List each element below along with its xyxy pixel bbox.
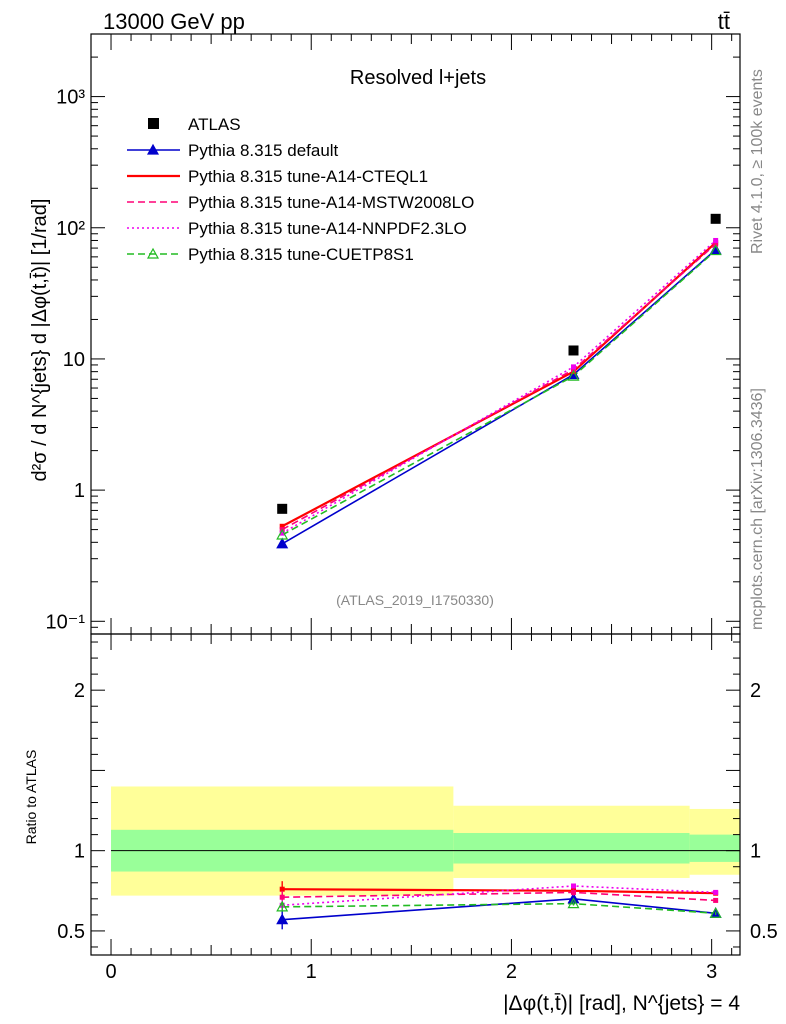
ratio-point-4-1 <box>567 897 580 909</box>
data-point-4-2 <box>713 237 719 243</box>
y-tick-label: 10² <box>56 218 85 240</box>
data-point-atlas-2 <box>710 213 721 224</box>
ratio-point-2-1 <box>571 889 577 895</box>
series-line-3 <box>281 243 717 531</box>
uncertainty-band-inner-1 <box>453 833 690 864</box>
legend-label-0: ATLAS <box>188 115 241 134</box>
legend-label-1: Pythia 8.315 default <box>188 141 339 160</box>
data-point-1-0 <box>276 537 289 549</box>
y-tick-label: 10³ <box>56 87 85 109</box>
ratio-y-tick-label-right: 2 <box>750 680 761 702</box>
header-left: 13000 GeV pp <box>103 9 245 34</box>
x-tick-label: 0 <box>105 961 116 983</box>
ratio-y-tick-label-right: 1 <box>750 841 761 863</box>
y-tick-label: 10 <box>63 349 85 371</box>
legend-label-3: Pythia 8.315 tune-A14-MSTW2008LO <box>188 193 474 212</box>
analysis-id: (ATLAS_2019_I1750330) <box>336 592 494 608</box>
ratio-point-3-1 <box>571 883 577 889</box>
ratio-y-tick-label: 0.5 <box>57 921 85 943</box>
x-tick-label: 3 <box>706 961 717 983</box>
legend: ATLAS Pythia 8.315 default Pythia 8.315 tu… <box>127 115 474 264</box>
ratio-ylabel: Ratio to ATLAS <box>23 750 39 845</box>
y-tick-label: 1 <box>74 480 85 502</box>
mcplots-label: mcplots.cern.ch [arXiv:1306.3436] <box>749 388 766 630</box>
data-point-2-0 <box>279 523 285 529</box>
ratio-frame <box>90 633 741 956</box>
header-right: tt̄ <box>718 9 730 34</box>
legend-marker-5 <box>146 247 160 259</box>
data-point-4-1 <box>571 364 577 370</box>
main-ylabel: d²σ / d N^{jets} d |Δφ(t,t̄)| [1/rad] <box>29 199 51 482</box>
ratio-xlabel: |Δφ(t,t̄)| [rad], N^{jets} = 4 <box>503 992 740 1015</box>
ratio-point-4-0 <box>276 900 289 912</box>
ratio-y-tick-label: 2 <box>74 680 85 702</box>
rivet-label: Rivet 4.1.0, ≥ 100k events <box>749 69 766 254</box>
data-point-5-1 <box>567 369 580 381</box>
ratio-y-tick-label-right: 0.5 <box>750 921 778 943</box>
legend-marker-1 <box>146 143 160 155</box>
series-line-4 <box>281 239 717 534</box>
main-title: Resolved l+jets <box>350 67 486 89</box>
legend-label-4: Pythia 8.315 tune-A14-NNPDF2.3LO <box>188 219 467 238</box>
axes-frames <box>90 33 741 956</box>
ratio-point-2-0 <box>279 894 285 900</box>
data-point-5-0 <box>276 528 289 540</box>
legend-label-5: Pythia 8.315 tune-CUETP8S1 <box>188 245 414 264</box>
series-markers <box>276 213 722 930</box>
uncertainty-band-inner-2 <box>689 834 740 862</box>
data-point-4-0 <box>279 530 285 536</box>
ratio-bands <box>111 786 740 896</box>
legend-marker-0 <box>148 118 159 129</box>
data-point-atlas-0 <box>277 503 288 514</box>
x-tick-label: 2 <box>506 961 517 983</box>
data-point-3-1 <box>571 367 577 373</box>
ratio-line-4 <box>282 902 716 915</box>
data-point-5-2 <box>709 244 722 256</box>
axis-ticks: 10⁻¹ 1 10 10² 10³ 0.5 0.5 1 1 2 2 0 1 2 3 <box>46 33 778 983</box>
ratio-point-3-2 <box>713 889 719 895</box>
ratio-point-2-2 <box>713 897 719 903</box>
x-tick-label: 1 <box>306 961 317 983</box>
data-point-3-2 <box>713 241 719 247</box>
series-line-2 <box>281 241 717 528</box>
ratio-point-4-2 <box>709 907 722 918</box>
data-point-atlas-1 <box>568 345 579 356</box>
ratio-point-0-0 <box>276 913 289 925</box>
ratio-point-1-0 <box>279 886 285 892</box>
series-line-1 <box>281 249 717 545</box>
y-tick-label: 10⁻¹ <box>46 611 86 633</box>
legend-label-2: Pythia 8.315 tune-A14-CTEQL1 <box>188 167 428 186</box>
labels: 13000 GeV pp tt̄ Resolved l+jets (ATLAS_… <box>23 9 766 1015</box>
ratio-y-tick-label: 1 <box>74 841 85 863</box>
